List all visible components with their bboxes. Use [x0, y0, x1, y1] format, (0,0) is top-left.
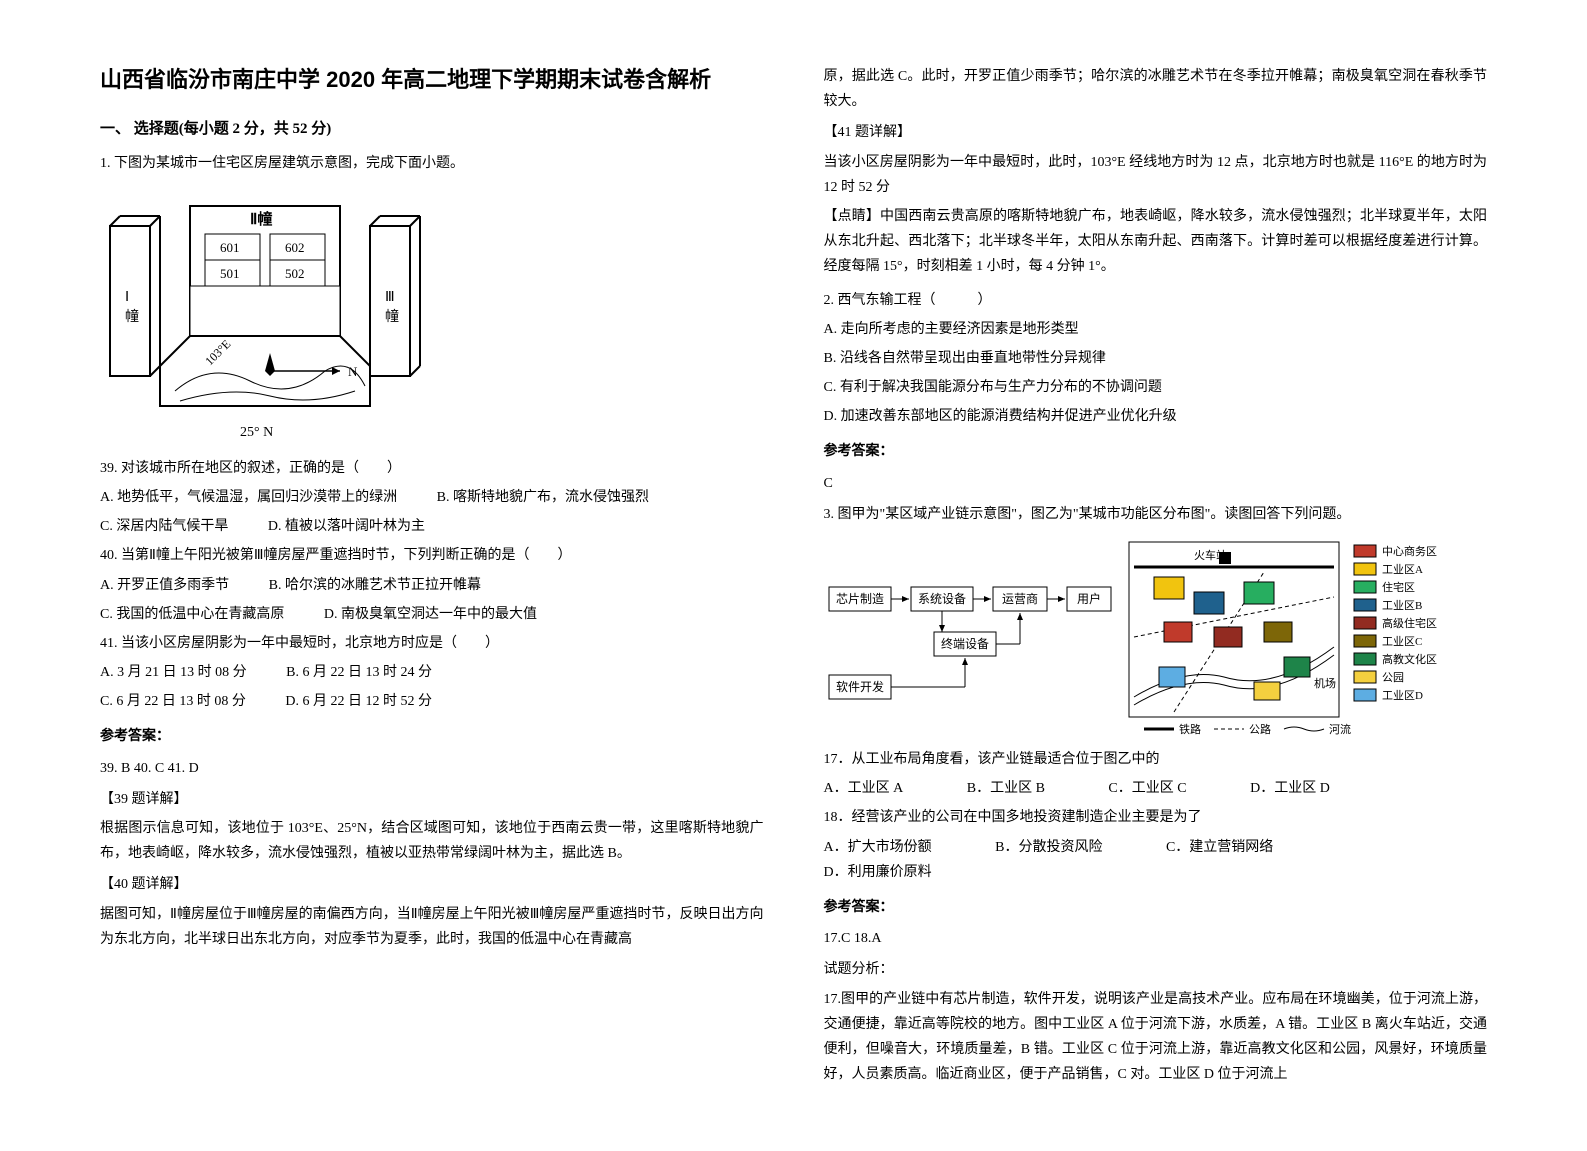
- q39-opts-ab: A. 地势低平，气候温湿，属回归沙漠带上的绿洲 B. 喀斯特地貌广布，流水侵蚀强…: [100, 485, 764, 510]
- q17-C: C．工业区 C: [1108, 776, 1186, 801]
- q18-opts: A．扩大市场份额 B．分散投资风险 C．建立营销网络 D．利用廉价原料: [824, 835, 1488, 885]
- q18-B: B．分散投资风险: [995, 835, 1102, 860]
- leg-park: 公园: [1382, 671, 1404, 684]
- q41-opts-ab: A. 3 月 21 日 13 时 08 分 B. 6 月 22 日 13 时 2…: [100, 660, 764, 685]
- q2-stem: 2. 西气东输工程（ ）: [824, 288, 1488, 313]
- q40-D: D. 南极臭氧空洞达一年中的最大值: [324, 602, 537, 627]
- q41-A: A. 3 月 21 日 13 时 08 分: [100, 660, 247, 685]
- q18-D: D．利用廉价原料: [824, 860, 932, 885]
- fig1-room-602: 602: [285, 240, 305, 255]
- q40-opts-cd: C. 我国的低温中心在青藏高原 D. 南极臭氧空洞达一年中的最大值: [100, 602, 764, 627]
- q3-answers: 17.C 18.A: [824, 926, 1488, 951]
- fig1-right-label-1: Ⅲ: [385, 290, 395, 305]
- q39-opts-cd: C. 深居内陆气候干旱 D. 植被以落叶阔叶林为主: [100, 514, 764, 539]
- node-soft: 软件开发: [835, 679, 883, 694]
- tip: 【点睛】中国西南云贵高原的喀斯特地貌广布，地表崎岖，降水较多，流水侵蚀强烈；北半…: [824, 204, 1488, 280]
- node-op: 运营商: [1001, 591, 1037, 606]
- q3-exp-body: 17.图甲的产业链中有芯片制造，软件开发，说明该产业是高技术产业。应布局在环境幽…: [824, 987, 1488, 1088]
- q1-answers: 39. B 40. C 41. D: [100, 756, 764, 781]
- q3-exp-heading: 试题分析：: [824, 957, 1488, 982]
- right-column: 原，据此选 C。此时，开罗正值少雨季节；哈尔滨的冰雕艺术节在冬季拉开帷幕；南极臭…: [794, 60, 1508, 1091]
- q17-A: A．工业区 A: [824, 776, 904, 801]
- leg-rail: 铁路: [1179, 723, 1201, 736]
- fig1-room-501: 501: [220, 266, 240, 281]
- q17-B: B．工业区 B: [967, 776, 1045, 801]
- ex41-heading: 【41 题详解】: [824, 120, 1488, 145]
- fig1-room-502: 502: [285, 266, 305, 281]
- leg-indA: 工业区A: [1382, 563, 1423, 576]
- leg-indD: 工业区D: [1382, 689, 1423, 702]
- ex40-body-cont: 原，据此选 C。此时，开罗正值少雨季节；哈尔滨的冰雕艺术节在冬季拉开帷幕；南极臭…: [824, 64, 1488, 114]
- q2-A: A. 走向所考虑的主要经济因素是地形类型: [824, 317, 1488, 342]
- leg-edu: 高教文化区: [1382, 652, 1437, 666]
- q18-stem: 18．经营该产业的公司在中国多地投资建制造企业主要是为了: [824, 805, 1488, 830]
- doc-title: 山西省临汾市南庄中学 2020 年高二地理下学期期末试卷含解析: [100, 60, 764, 100]
- leg-res: 住宅区: [1382, 580, 1415, 594]
- section-1-heading: 一、 选择题(每小题 2 分，共 52 分): [100, 116, 764, 143]
- fig1-room-601: 601: [220, 240, 240, 255]
- q18-A: A．扩大市场份额: [824, 835, 932, 860]
- q2-D: D. 加速改善东部地区的能源消费结构并促进产业优化升级: [824, 404, 1488, 429]
- ex40-body: 据图可知，Ⅱ幢房屋位于Ⅲ幢房屋的南偏西方向，当Ⅱ幢房屋上午阳光被Ⅲ幢房屋严重遮挡…: [100, 902, 764, 952]
- ex39-body: 根据图示信息可知，该地位于 103°E、25°N，结合区域图可知，该地位于西南云…: [100, 816, 764, 866]
- q41-C: C. 6 月 22 日 13 时 08 分: [100, 689, 246, 714]
- node-user: 用户: [1076, 591, 1100, 606]
- node-chip: 芯片制造: [835, 592, 883, 606]
- q1-ref-answer-label: 参考答案：: [100, 724, 764, 749]
- q3-stem: 3. 图甲为"某区域产业链示意图"，图乙为"某城市功能区分布图"。读图回答下列问…: [824, 502, 1488, 527]
- fig1-lat: 25° N: [240, 425, 273, 440]
- q2-ref-answer-label: 参考答案：: [824, 439, 1488, 464]
- leg-indB: 工业区B: [1382, 599, 1422, 612]
- q2-B: B. 沿线各自然带呈现出由垂直地带性分异规律: [824, 346, 1488, 371]
- q40-opts-ab: A. 开罗正值多雨季节 B. 哈尔滨的冰雕艺术节正拉开帷幕: [100, 573, 764, 598]
- q41-B: B. 6 月 22 日 13 时 24 分: [286, 660, 432, 685]
- q39-A: A. 地势低平，气候温湿，属回归沙漠带上的绿洲: [100, 485, 397, 510]
- q40-A: A. 开罗正值多雨季节: [100, 573, 229, 598]
- left-column: 山西省临汾市南庄中学 2020 年高二地理下学期期末试卷含解析 一、 选择题(每…: [80, 60, 794, 1091]
- q40-C: C. 我国的低温中心在青藏高原: [100, 602, 284, 627]
- ex39-heading: 【39 题详解】: [100, 787, 764, 812]
- q1-intro: 1. 下图为某城市一住宅区房屋建筑示意图，完成下面小题。: [100, 151, 764, 176]
- q41-stem: 41. 当该小区房屋阴影为一年中最短时，北京地方时应是（ ）: [100, 631, 764, 656]
- leg-indC: 工业区C: [1382, 635, 1422, 648]
- fig1-right-label-2: 幢: [385, 308, 399, 325]
- q3-ref-answer-label: 参考答案：: [824, 895, 1488, 920]
- leg-road: 公路: [1249, 723, 1271, 736]
- fig1-left-label-1: Ⅰ: [125, 290, 129, 305]
- q40-B: B. 哈尔滨的冰雕艺术节正拉开帷幕: [269, 573, 481, 598]
- q18-C: C．建立营销网络: [1166, 835, 1273, 860]
- q40-stem: 40. 当第Ⅱ幢上午阳光被第Ⅲ幢房屋严重遮挡时节，下列判断正确的是（ ）: [100, 543, 764, 568]
- leg-hres: 高级住宅区: [1382, 616, 1437, 630]
- fig1-left-label-2: 幢: [125, 308, 139, 325]
- q39-B: B. 喀斯特地貌广布，流水侵蚀强烈: [437, 485, 649, 510]
- q2-C: C. 有利于解决我国能源分布与生产力分布的不协调问题: [824, 375, 1488, 400]
- q41-D: D. 6 月 22 日 12 时 52 分: [285, 689, 432, 714]
- tip-heading: 【点睛】: [824, 209, 880, 224]
- q17-opts: A．工业区 A B．工业区 B C．工业区 C D．工业区 D: [824, 776, 1488, 801]
- figure-industry: 芯片制造 系统设备 运营商 用户 终端设备 软件开发: [824, 537, 1488, 737]
- fig1-center-label: Ⅱ幢: [250, 210, 272, 228]
- leg-cbd: 中心商务区: [1382, 544, 1437, 558]
- fig1-north: N: [348, 364, 358, 379]
- q39-D: D. 植被以落叶阔叶林为主: [268, 514, 425, 539]
- q17-D: D．工业区 D: [1250, 776, 1330, 801]
- leg-river: 河流: [1329, 722, 1351, 736]
- q41-opts-cd: C. 6 月 22 日 13 时 08 分 D. 6 月 22 日 12 时 5…: [100, 689, 764, 714]
- q17-stem: 17．从工业布局角度看，该产业链最适合位于图乙中的: [824, 747, 1488, 772]
- q39-stem: 39. 对该城市所在地区的叙述，正确的是（ ）: [100, 456, 764, 481]
- node-term: 终端设备: [940, 636, 988, 651]
- map-airport: 机场: [1314, 676, 1336, 690]
- q39-C: C. 深居内陆气候干旱: [100, 514, 228, 539]
- figure-building: Ⅰ 幢 Ⅱ幢 601 602 501 502 Ⅲ 幢: [100, 186, 764, 446]
- tip-body: 中国西南云贵高原的喀斯特地貌广布，地表崎岖，降水较多，流水侵蚀强烈；北半球夏半年…: [824, 209, 1488, 274]
- q2-answer: C: [824, 471, 1488, 496]
- node-sys: 系统设备: [917, 592, 965, 606]
- ex41-body: 当该小区房屋阴影为一年中最短时，此时，103°E 经线地方时为 12 点，北京地…: [824, 150, 1488, 200]
- ex40-heading: 【40 题详解】: [100, 872, 764, 897]
